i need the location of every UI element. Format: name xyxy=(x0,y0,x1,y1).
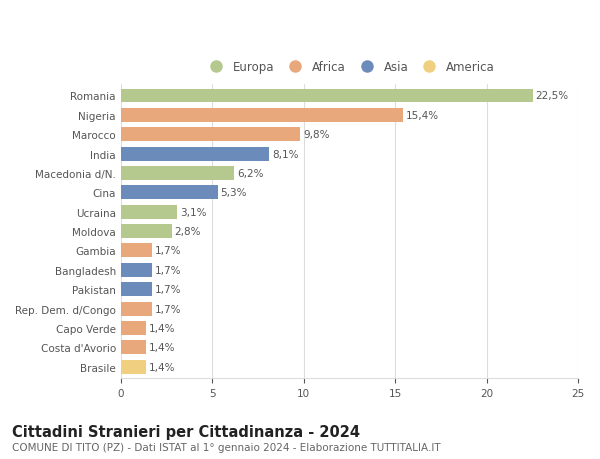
Bar xyxy=(121,321,146,335)
Text: 1,4%: 1,4% xyxy=(149,323,176,333)
Text: 1,7%: 1,7% xyxy=(155,265,181,275)
Text: 1,4%: 1,4% xyxy=(149,342,176,353)
Bar xyxy=(121,205,178,219)
Bar xyxy=(121,263,152,277)
Text: 9,8%: 9,8% xyxy=(303,130,329,140)
Bar xyxy=(121,224,172,239)
Text: 1,7%: 1,7% xyxy=(155,246,181,256)
Text: 1,7%: 1,7% xyxy=(155,304,181,314)
Text: 8,1%: 8,1% xyxy=(272,149,298,159)
Text: 15,4%: 15,4% xyxy=(406,111,439,121)
Bar xyxy=(121,128,300,142)
Text: 22,5%: 22,5% xyxy=(535,91,568,101)
Text: 3,1%: 3,1% xyxy=(180,207,207,217)
Text: 1,7%: 1,7% xyxy=(155,285,181,295)
Bar xyxy=(121,341,146,354)
Bar xyxy=(121,360,146,374)
Bar xyxy=(121,302,152,316)
Text: COMUNE DI TITO (PZ) - Dati ISTAT al 1° gennaio 2024 - Elaborazione TUTTITALIA.IT: COMUNE DI TITO (PZ) - Dati ISTAT al 1° g… xyxy=(12,442,440,452)
Text: 5,3%: 5,3% xyxy=(221,188,247,198)
Text: Cittadini Stranieri per Cittadinanza - 2024: Cittadini Stranieri per Cittadinanza - 2… xyxy=(12,425,360,440)
Text: 6,2%: 6,2% xyxy=(237,168,263,179)
Bar xyxy=(121,147,269,161)
Bar xyxy=(121,167,234,180)
Bar xyxy=(121,90,533,103)
Bar xyxy=(121,186,218,200)
Bar xyxy=(121,244,152,258)
Text: 1,4%: 1,4% xyxy=(149,362,176,372)
Text: 2,8%: 2,8% xyxy=(175,227,201,236)
Bar xyxy=(121,109,403,123)
Bar xyxy=(121,283,152,297)
Legend: Europa, Africa, Asia, America: Europa, Africa, Asia, America xyxy=(202,58,497,76)
